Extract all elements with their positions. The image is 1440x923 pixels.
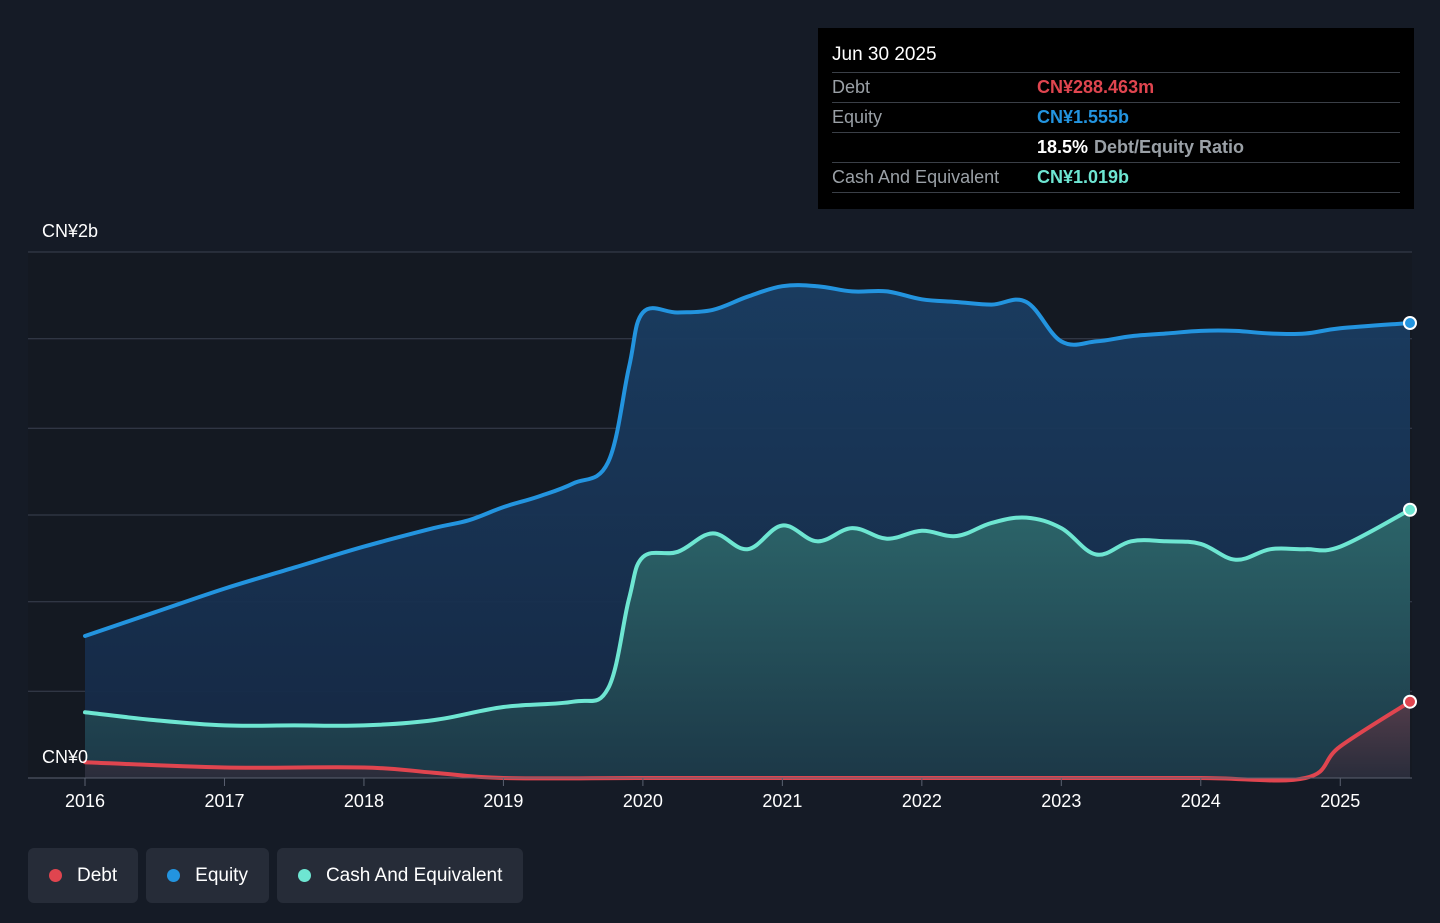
tooltip-debt-value: CN¥288.463m (1037, 77, 1155, 97)
tooltip-ratio-label: Debt/Equity Ratio (1094, 137, 1245, 157)
y-axis: CN¥0 CN¥2b (28, 221, 1412, 767)
tooltip-ratio-row: 18.5% Debt/Equity Ratio (832, 133, 1400, 163)
cash-and-equivalent-end-marker[interactable] (1403, 502, 1417, 517)
tooltip-equity-value: CN¥1.555b (1037, 107, 1130, 127)
tooltip-cash-label: Cash And Equivalent (832, 167, 1000, 187)
x-tick-label: 2025 (1320, 791, 1360, 811)
data-tooltip: Jun 30 2025 Debt CN¥288.463m Equity CN¥1… (818, 28, 1414, 209)
x-tick-label: 2017 (204, 791, 244, 811)
x-tick-label: 2020 (623, 791, 663, 811)
cash-dot-icon (297, 869, 311, 882)
x-tick-label: 2018 (344, 791, 384, 811)
legend-label-cash: Cash And Equivalent (325, 864, 503, 886)
tooltip-ratio-spacer (832, 133, 1037, 162)
legend-item-equity[interactable]: Equity (146, 848, 269, 903)
tooltip-cash-row: Cash And Equivalent CN¥1.019b (832, 163, 1400, 193)
legend-label-debt: Debt (77, 864, 118, 886)
x-tick-label: 2023 (1041, 791, 1081, 811)
tooltip-debt-label: Debt (832, 77, 871, 97)
series-areas (85, 285, 1410, 781)
debt-area (85, 701, 1410, 781)
tooltip-cash-value: CN¥1.019b (1037, 167, 1130, 187)
tooltip-equity-row: Equity CN¥1.555b (832, 103, 1400, 133)
x-tick-label: 2021 (762, 791, 802, 811)
x-axis: 2016 2017 2018 2019 2020 2021 2022 2023 2024 2025 (28, 777, 1412, 811)
tooltip-date: Jun 30 2025 (832, 42, 1400, 73)
series-end-markers (1403, 316, 1417, 709)
x-tick-label: 2016 (65, 791, 105, 811)
debt-end-marker[interactable] (1403, 694, 1417, 709)
legend-item-cash[interactable]: Cash And Equivalent (276, 848, 524, 903)
chart-legend: Debt Equity Cash And Equivalent (28, 848, 524, 903)
cash-and-equivalent-line (83, 507, 1412, 728)
tooltip-debt-row: Debt CN¥288.463m (832, 73, 1400, 103)
legend-label-equity: Equity (195, 864, 248, 886)
x-tick-label: 2019 (483, 791, 523, 811)
y-tick-label: CN¥2b (42, 221, 98, 241)
equity-dot-icon (167, 869, 181, 882)
x-tick-label: 2022 (902, 791, 942, 811)
x-tick-label: 2024 (1181, 791, 1221, 811)
debt-dot-icon (49, 869, 62, 882)
equity-end-marker[interactable] (1403, 316, 1417, 331)
tooltip-equity-label: Equity (832, 107, 883, 127)
legend-item-debt[interactable]: Debt (28, 848, 139, 903)
equity-line (83, 283, 1412, 638)
tooltip-ratio-value: 18.5% (1037, 137, 1089, 157)
cash-and-equivalent-area (85, 509, 1410, 778)
y-tick-label: CN¥0 (42, 747, 88, 767)
